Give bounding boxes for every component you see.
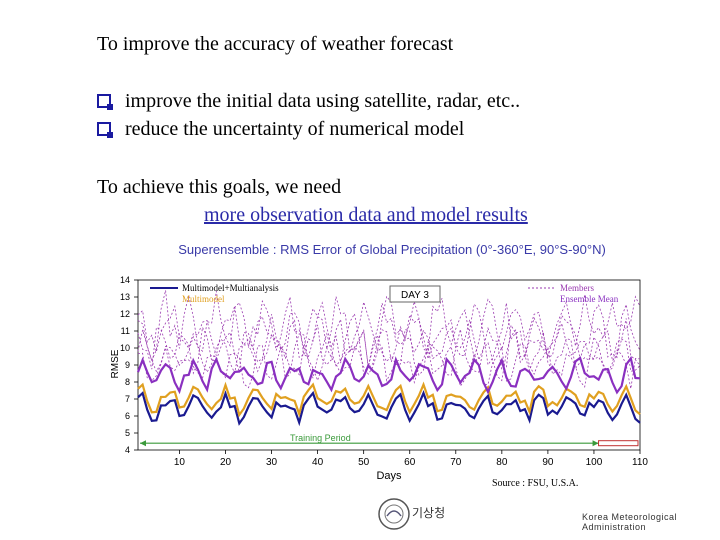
series-line-multimodel — [137, 381, 641, 418]
series-layer — [136, 290, 641, 427]
training-period — [140, 440, 639, 447]
kma-seal-icon — [378, 498, 410, 530]
series-line-members — [137, 314, 641, 375]
x-tick-label: 10 — [174, 457, 186, 468]
y-axis-label: RMSE — [110, 349, 121, 378]
source-note: Source : FSU, U.S.A. — [492, 478, 579, 489]
x-tick-label: 100 — [586, 457, 603, 468]
training-arrow-head — [592, 440, 599, 447]
y-tick-label: 13 — [120, 292, 130, 302]
forecast-period-bar — [598, 440, 639, 447]
x-tick-label: 70 — [450, 457, 462, 468]
legend-ensemble-mean: Ensemble Mean — [560, 294, 619, 304]
y-tick-label: 9 — [125, 360, 130, 370]
y-tick-label: 5 — [125, 428, 130, 438]
y-tick-label: 8 — [125, 377, 130, 387]
x-tick-label: 50 — [358, 457, 370, 468]
y-tick-label: 14 — [120, 275, 130, 285]
bullet-item: reduce the uncertainty of numerical mode… — [97, 117, 464, 141]
x-tick-label: 80 — [496, 457, 508, 468]
y-tick-label: 7 — [125, 394, 130, 404]
day-badge: DAY 3 — [401, 290, 429, 301]
x-tick-label: 60 — [404, 457, 416, 468]
series-line-multimodel-multianalysis — [137, 390, 641, 427]
x-tick-label: 90 — [542, 457, 554, 468]
x-ticks: 10 20 30 40 50 60 70 80 90 100 110 — [174, 450, 648, 468]
day-badge-box — [389, 285, 441, 303]
training-arrow-head — [140, 440, 146, 447]
emphasis-text: more observation data and model results — [204, 204, 528, 226]
footer-organization: Korea Meteorological Administration — [582, 512, 678, 532]
y-tick-label: 4 — [125, 445, 130, 455]
x-tick-label: 110 — [632, 457, 648, 468]
legend-multimodel: Multimodel — [182, 294, 225, 304]
chart-title: Superensemble : RMS Error of Global Prec… — [178, 242, 606, 257]
x-tick-label: 20 — [220, 457, 232, 468]
training-period-label: Training Period — [290, 433, 351, 443]
slide-title: To improve the accuracy of weather forec… — [97, 33, 454, 55]
y-ticks: 4 5 6 7 8 9 10 11 12 13 14 — [120, 275, 138, 455]
series-line-members — [137, 301, 641, 367]
bullet-item: improve the initial data using satellite… — [97, 89, 520, 113]
y-tick-label: 10 — [120, 343, 130, 353]
legend-members: Members — [560, 283, 594, 293]
series-line-members — [137, 290, 641, 362]
series-line-members — [137, 329, 641, 382]
checkbox-bullet-icon — [97, 122, 113, 138]
legend-multimodel-multianalysis: Multimodel+Multianalysis — [182, 283, 279, 293]
x-axis-label: Days — [376, 470, 402, 482]
bullet-text: improve the initial data using satellite… — [125, 90, 521, 112]
y-tick-label: 6 — [125, 411, 130, 421]
x-tick-label: 30 — [266, 457, 278, 468]
y-tick-label: 12 — [120, 309, 130, 319]
x-tick-label: 40 — [312, 457, 324, 468]
need-statement: To achieve this goals, we need — [97, 176, 342, 198]
y-tick-label: 11 — [121, 326, 130, 336]
logo-text: 기상청 — [412, 506, 446, 520]
checkbox-bullet-icon — [97, 94, 113, 110]
series-line-ensemble-mean — [136, 355, 641, 395]
bullet-text: reduce the uncertainty of numerical mode… — [125, 118, 465, 140]
